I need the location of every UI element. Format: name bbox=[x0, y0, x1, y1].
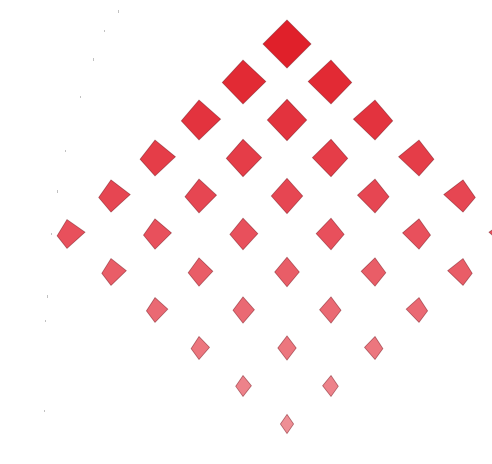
edge-speck bbox=[57, 190, 58, 193]
logo-diamond-cell bbox=[447, 258, 473, 286]
edge-speck bbox=[65, 150, 66, 152]
logo-diamond-cell bbox=[307, 59, 353, 105]
logo-diamond-cell bbox=[352, 99, 394, 141]
edge-speck bbox=[47, 295, 48, 298]
logo-diamond-cell bbox=[277, 335, 297, 361]
logo-diamond-cell bbox=[190, 335, 211, 361]
logo-diamond-cell bbox=[184, 178, 218, 214]
logo-diamond-cell bbox=[262, 19, 312, 69]
logo-diamond-cell bbox=[274, 256, 300, 288]
logo-diamond-cell bbox=[322, 374, 339, 398]
logo-diamond-cell bbox=[101, 258, 127, 286]
logo-diamond-cell bbox=[319, 296, 342, 324]
logo-diamond-cell bbox=[315, 217, 345, 251]
logo-diamond-cell bbox=[98, 179, 131, 213]
logo-diamond-cell bbox=[311, 138, 349, 178]
logo-diamond-cell bbox=[279, 413, 295, 435]
logo-diamond-cell bbox=[363, 335, 384, 361]
logo-diamond-cell bbox=[139, 139, 177, 177]
logo-diamond-cell bbox=[402, 218, 432, 250]
edge-speck bbox=[104, 30, 105, 32]
logo-diamond-cell bbox=[488, 229, 492, 236]
logo-diamond-cell bbox=[225, 138, 263, 178]
logo-diamond-cell bbox=[229, 217, 259, 251]
logo-diamond-cell bbox=[232, 296, 255, 324]
logo-diamond-cell bbox=[405, 296, 429, 324]
logo-diamond-cell bbox=[443, 179, 476, 213]
logo-diamond-cell bbox=[360, 257, 387, 287]
edge-speck bbox=[118, 10, 119, 13]
logo-diamond-cell bbox=[145, 296, 169, 324]
logo-diamond-cell bbox=[356, 178, 390, 214]
edge-speck bbox=[45, 320, 46, 322]
edge-speck bbox=[51, 233, 52, 235]
edge-speck bbox=[93, 58, 94, 61]
logo-diamond-cell bbox=[187, 257, 214, 287]
logo-diamond-cell bbox=[180, 99, 222, 141]
edge-speck bbox=[80, 96, 81, 98]
logo-diamond-cell bbox=[142, 218, 172, 250]
logo-diamond-cell bbox=[397, 139, 435, 177]
logo-diamond-cell bbox=[270, 177, 304, 215]
logo-diamond-cell bbox=[56, 219, 86, 249]
logo-diamond-cell bbox=[235, 374, 252, 398]
edge-speck bbox=[44, 410, 45, 412]
logo-diamond-cell bbox=[221, 59, 267, 105]
logo-diamond-cell bbox=[266, 98, 308, 142]
